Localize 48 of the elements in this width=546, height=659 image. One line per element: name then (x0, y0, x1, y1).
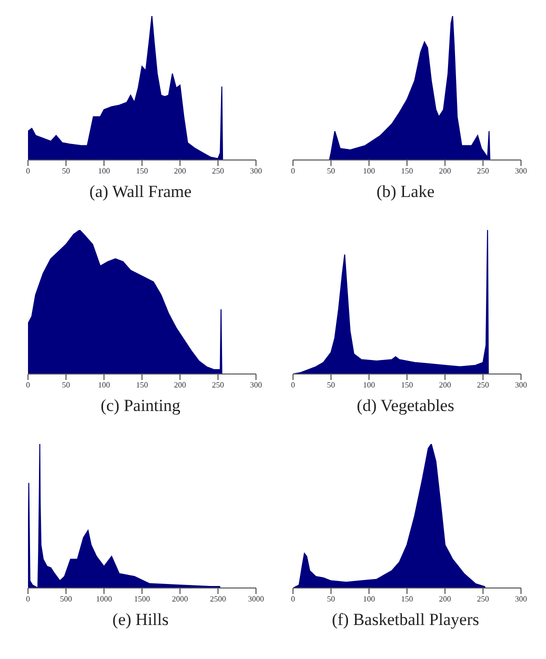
x-tick-label: 2000 (172, 594, 188, 604)
x-tick-label: 150 (400, 594, 412, 604)
x-tick-label: 100 (362, 166, 374, 176)
text: (f) Basketball Players (332, 610, 480, 630)
x-tick-label: 100 (362, 594, 374, 604)
text: (e) Hills (112, 610, 169, 630)
x-tick-label: 0 (26, 166, 30, 176)
x-tick-label: 200 (438, 166, 450, 176)
x-tick-label: 150 (136, 166, 148, 176)
x-tick-label: 100 (98, 166, 110, 176)
x-tick-label: 0 (26, 380, 30, 390)
x-tick-label: 50 (62, 380, 70, 390)
x-tick-label: 300 (514, 380, 526, 390)
text: (c) Painting (100, 396, 180, 416)
x-tick-label: 50 (326, 166, 334, 176)
x-tick-label: 200 (174, 380, 186, 390)
text: (b) Lake (376, 182, 435, 202)
x-tick-label: 0 (26, 594, 30, 604)
x-tick-label: 200 (438, 380, 450, 390)
x-tick-label: 50 (62, 166, 70, 176)
x-tick-label: 100 (362, 380, 374, 390)
x-tick-label: 1500 (134, 594, 150, 604)
x-tick-label: 250 (476, 166, 488, 176)
x-tick-label: 250 (212, 380, 224, 390)
x-tick-label: 0 (290, 166, 294, 176)
x-tick-label: 300 (514, 594, 526, 604)
x-tick-label: 0 (290, 380, 294, 390)
x-tick-label: 300 (514, 166, 526, 176)
x-tick-label: 3000 (248, 594, 264, 604)
x-tick-label: 200 (438, 594, 450, 604)
x-tick-label: 150 (400, 166, 412, 176)
x-tick-label: 1000 (96, 594, 112, 604)
text: (a) Wall Frame (89, 182, 192, 202)
x-tick-label: 250 (476, 380, 488, 390)
x-tick-label: 250 (476, 594, 488, 604)
x-tick-label: 100 (98, 380, 110, 390)
x-tick-label: 50 (326, 380, 334, 390)
x-tick-label: 200 (174, 166, 186, 176)
x-tick-label: 150 (136, 380, 148, 390)
x-tick-label: 250 (212, 166, 224, 176)
x-tick-label: 500 (60, 594, 72, 604)
x-tick-label: 50 (326, 594, 334, 604)
x-tick-label: 300 (250, 166, 262, 176)
x-tick-label: 2500 (210, 594, 226, 604)
text: (d) Vegetables (356, 396, 454, 416)
x-tick-label: 300 (250, 380, 262, 390)
x-tick-label: 0 (290, 594, 294, 604)
x-tick-label: 150 (400, 380, 412, 390)
